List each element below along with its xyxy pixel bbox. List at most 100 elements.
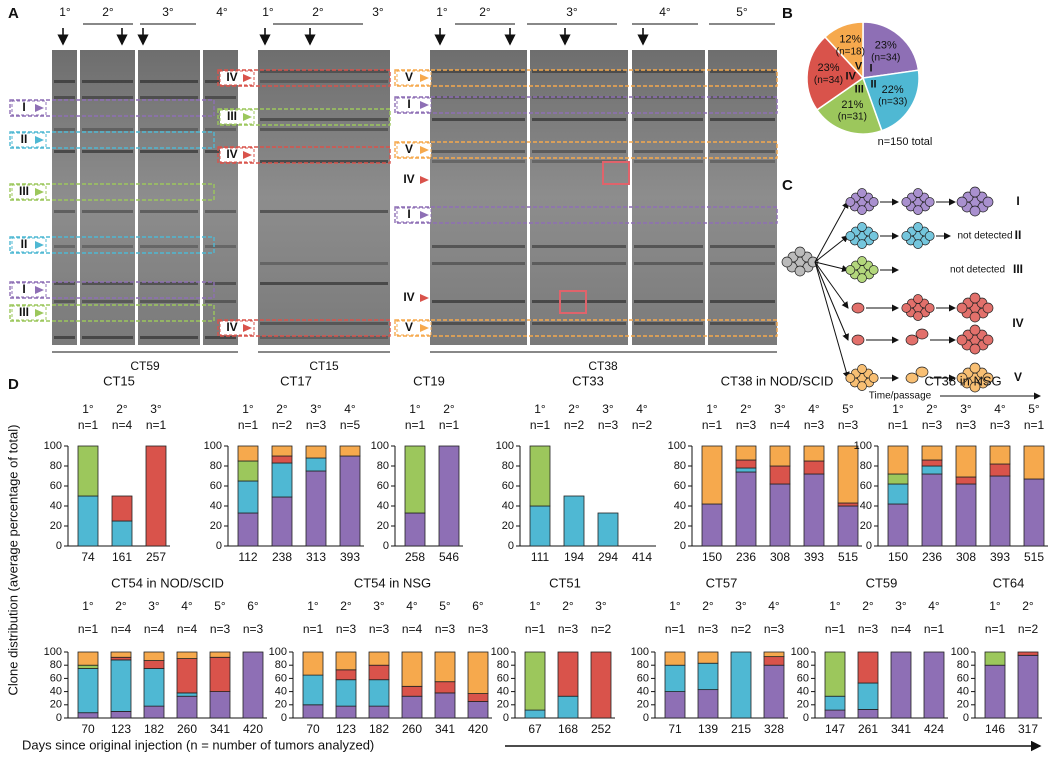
gel-band <box>634 160 703 163</box>
cell <box>794 265 806 277</box>
bar-segment <box>735 445 757 461</box>
y-tick-label: 100 <box>951 646 969 658</box>
band-box <box>394 206 778 224</box>
bar-segment <box>176 651 198 659</box>
y-tick-label: 40 <box>957 686 969 698</box>
bar-segment <box>302 674 324 706</box>
bar-segment <box>305 445 327 459</box>
y-tick-label: 60 <box>797 672 809 684</box>
passage-label: 2° <box>102 5 114 19</box>
band-label: V <box>405 142 413 156</box>
bar-segment <box>401 695 423 719</box>
gel-band <box>432 150 525 153</box>
y-tick-label: 40 <box>502 500 514 512</box>
cell <box>982 372 994 384</box>
y-tick-label: 80 <box>502 460 514 472</box>
n-label: n=1 <box>665 622 686 636</box>
bar-segment <box>824 651 846 697</box>
pie-value-label: 23% <box>875 40 897 52</box>
band-arrow <box>243 113 252 121</box>
passage-label: 3° <box>310 402 322 416</box>
passage-label: 2° <box>862 599 874 613</box>
passage-label: 2° <box>312 5 324 19</box>
y-tick-label: 40 <box>860 500 872 512</box>
bar-segment <box>735 459 757 469</box>
cell <box>901 197 912 207</box>
n-label: n=1 <box>238 418 259 432</box>
bar-segment <box>803 473 825 547</box>
band-label: III <box>19 305 29 319</box>
bar-segment <box>305 470 327 547</box>
band-arrow <box>420 146 429 154</box>
y-tick-label: 80 <box>210 460 222 472</box>
cell <box>969 205 981 217</box>
pie-slice <box>823 21 864 80</box>
band-arrow <box>35 104 44 112</box>
passage-label: 1° <box>409 402 421 416</box>
band-arrow <box>243 74 252 82</box>
passage-label: 5° <box>214 599 226 613</box>
y-tick-label: 100 <box>204 440 222 452</box>
bar-segment <box>111 520 133 547</box>
y-tick-label: 60 <box>275 672 287 684</box>
bar-segment <box>955 483 977 547</box>
passage-label: 1° <box>436 5 448 19</box>
n-label: n=3 <box>598 418 619 432</box>
n-label: n=3 <box>736 418 757 432</box>
bar-segment <box>921 465 943 475</box>
x-tick-label: 194 <box>564 550 584 564</box>
clone-label: IV <box>1012 316 1023 330</box>
gel-band <box>432 262 525 265</box>
gel-band <box>260 322 388 325</box>
n-label: n=1 <box>924 622 945 636</box>
gel-band <box>140 150 198 153</box>
bar-segment <box>77 651 99 666</box>
bar-segment <box>730 651 752 719</box>
band-tag <box>219 109 255 125</box>
gel-band <box>82 300 133 303</box>
bar-segment <box>143 651 165 661</box>
band-tag <box>219 70 255 86</box>
bar-segment <box>271 445 293 457</box>
cell <box>913 222 923 232</box>
cell <box>915 328 929 340</box>
y-tick-label: 80 <box>377 460 389 472</box>
n-label: n=1 <box>1024 418 1045 432</box>
gel-band <box>432 70 525 73</box>
bar-segment <box>209 691 231 719</box>
gel-band <box>140 210 198 213</box>
n-label: n=1 <box>146 418 167 432</box>
bar-segment <box>368 651 390 666</box>
bar-segment <box>923 651 945 719</box>
y-tick-label: 40 <box>275 686 287 698</box>
x-tick-label: 257 <box>146 550 166 564</box>
gel-band <box>710 70 775 73</box>
x-tick-label: 393 <box>340 550 360 564</box>
cell <box>868 373 879 383</box>
band-label: IV <box>226 147 237 161</box>
bar-segment <box>803 460 825 475</box>
cell <box>845 231 856 241</box>
note: not detected <box>957 231 1012 242</box>
cell <box>845 373 856 383</box>
y-tick-label: 40 <box>50 500 62 512</box>
cell <box>913 205 923 215</box>
band-label: IV <box>403 290 414 304</box>
y-tick-label: 80 <box>275 659 287 671</box>
x-tick-label: 238 <box>272 550 292 564</box>
gel-band <box>82 210 133 213</box>
panel-letter: A <box>8 5 19 22</box>
gel-band <box>54 80 75 83</box>
gel-band <box>532 70 626 73</box>
bar-segment <box>271 462 293 498</box>
y-tick-label: 80 <box>860 460 872 472</box>
bar-segment <box>467 701 489 719</box>
cell <box>924 231 935 241</box>
bar-segment <box>597 512 619 547</box>
cell <box>913 239 923 249</box>
bar-segment <box>984 651 1006 666</box>
band-arrow <box>35 241 44 249</box>
gel-band <box>634 118 703 121</box>
gel-band <box>634 245 703 248</box>
band-arrow <box>420 176 429 184</box>
